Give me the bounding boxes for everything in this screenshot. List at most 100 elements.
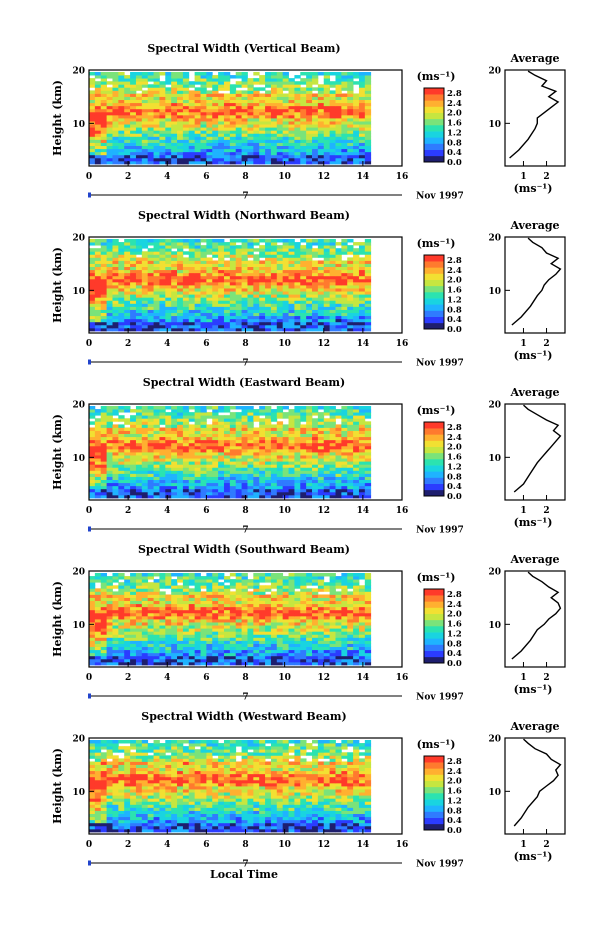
heatmap-cell: [182, 105, 190, 110]
heatmap-cell: [247, 634, 254, 638]
heatmap-cell: [276, 306, 284, 310]
heatmap-cell: [364, 415, 372, 419]
heatmap-cell: [141, 482, 149, 487]
heatmap-cell: [153, 327, 160, 332]
heatmap-cell: [135, 242, 143, 246]
heatmap-cell: [182, 327, 190, 332]
heatmap-cell: [100, 479, 108, 484]
heatmap-cell: [235, 102, 242, 107]
heatmap-cell: [124, 269, 131, 274]
heatmap-cell: [270, 81, 278, 85]
heatmap-cell: [182, 251, 190, 255]
heatmap-cell: [341, 151, 348, 156]
heatmap-cell: [200, 93, 207, 97]
heatmap-cell: [323, 649, 331, 654]
heatmap-cell: [106, 121, 113, 125]
heatmap-cell: [177, 409, 184, 413]
heatmap-cell: [323, 99, 331, 104]
heatmap-cell: [259, 485, 266, 490]
heatmap-cell: [253, 285, 260, 289]
average-x-tick-label: 2: [543, 172, 549, 182]
heatmap-cell: [153, 127, 160, 131]
heatmap-cell: [100, 288, 108, 292]
heatmap-cell: [323, 242, 331, 246]
heatmap-cell: [223, 637, 231, 641]
heatmap-cell: [106, 151, 113, 156]
heatmap-cell: [159, 108, 166, 113]
heatmap-cell: [171, 99, 178, 104]
heatmap-cell: [306, 251, 313, 255]
heatmap-cell: [177, 90, 184, 94]
heatmap-cell: [306, 96, 313, 100]
heatmap-cell: [130, 139, 137, 143]
heatmap-cell: [223, 625, 231, 629]
heatmap-cell: [206, 300, 213, 304]
heatmap-cell: [206, 430, 213, 434]
heatmap-cell: [112, 78, 119, 82]
heatmap-cell: [188, 248, 196, 252]
heatmap-cell: [329, 151, 336, 156]
heatmap-cell: [312, 269, 319, 274]
heatmap-cell: [312, 649, 319, 654]
heatmap-cell: [276, 114, 284, 119]
heatmap-cell: [329, 479, 336, 484]
heatmap-cell: [182, 239, 190, 243]
heatmap-cell: [182, 148, 190, 153]
heatmap-cell: [124, 239, 131, 243]
heatmap-cell: [223, 649, 231, 654]
heatmap-cell: [100, 318, 108, 323]
heatmap-cell: [329, 327, 336, 332]
heatmap-cell: [335, 306, 342, 310]
heatmap-cell: [294, 288, 301, 292]
heatmap-cell: [317, 160, 325, 165]
heatmap-cell: [247, 245, 254, 249]
heatmap-cell: [294, 93, 301, 97]
heatmap-cell: [229, 87, 237, 91]
heatmap-cell: [317, 637, 325, 641]
heatmap-cell: [241, 93, 248, 97]
heatmap-cell: [153, 145, 160, 150]
heatmap-cell: [141, 430, 149, 434]
heatmap-cell: [200, 160, 207, 165]
heatmap-cell: [106, 251, 113, 255]
heatmap-cell: [235, 306, 242, 310]
heatmap-cell: [94, 157, 102, 162]
heatmap-cell: [200, 640, 207, 644]
heatmap-cell: [135, 442, 143, 447]
heatmap-cell: [358, 318, 366, 323]
heatmap-cell: [229, 278, 237, 283]
heatmap-cell: [182, 421, 190, 425]
heatmap-cell: [347, 96, 354, 100]
heatmap-cell: [294, 448, 301, 453]
heatmap-cell: [106, 418, 113, 422]
heatmap-cell: [323, 266, 331, 271]
heatmap-cell: [335, 145, 342, 150]
heatmap-cell: [294, 130, 301, 134]
heatmap-cell: [300, 442, 307, 447]
heatmap-cell: [100, 461, 108, 465]
heatmap-cell: [112, 628, 119, 632]
heatmap-cell: [182, 412, 190, 416]
heatmap-cell: [147, 652, 154, 657]
heatmap-cell: [188, 491, 196, 496]
heatmap-cell: [171, 491, 178, 496]
heatmap-cell: [353, 464, 360, 468]
heatmap-cell: [300, 294, 307, 298]
heatmap-cell: [259, 640, 266, 644]
heatmap-cell: [135, 649, 143, 654]
heatmap-cell: [347, 646, 354, 651]
heatmap-cell: [341, 485, 348, 490]
heatmap-cell: [212, 75, 219, 79]
heatmap-cell: [171, 303, 178, 307]
heatmap-cell: [329, 251, 336, 255]
heatmap-cell: [223, 409, 231, 413]
heatmap-cell: [229, 430, 237, 434]
heatmap-cell: [347, 652, 354, 657]
heatmap-cell: [294, 303, 301, 307]
heatmap-cell: [317, 439, 325, 444]
heatmap-cell: [317, 442, 325, 447]
heatmap-cell: [241, 242, 248, 246]
heatmap-cell: [341, 96, 348, 100]
heatmap-cell: [118, 257, 125, 261]
heatmap-cell: [229, 473, 237, 477]
